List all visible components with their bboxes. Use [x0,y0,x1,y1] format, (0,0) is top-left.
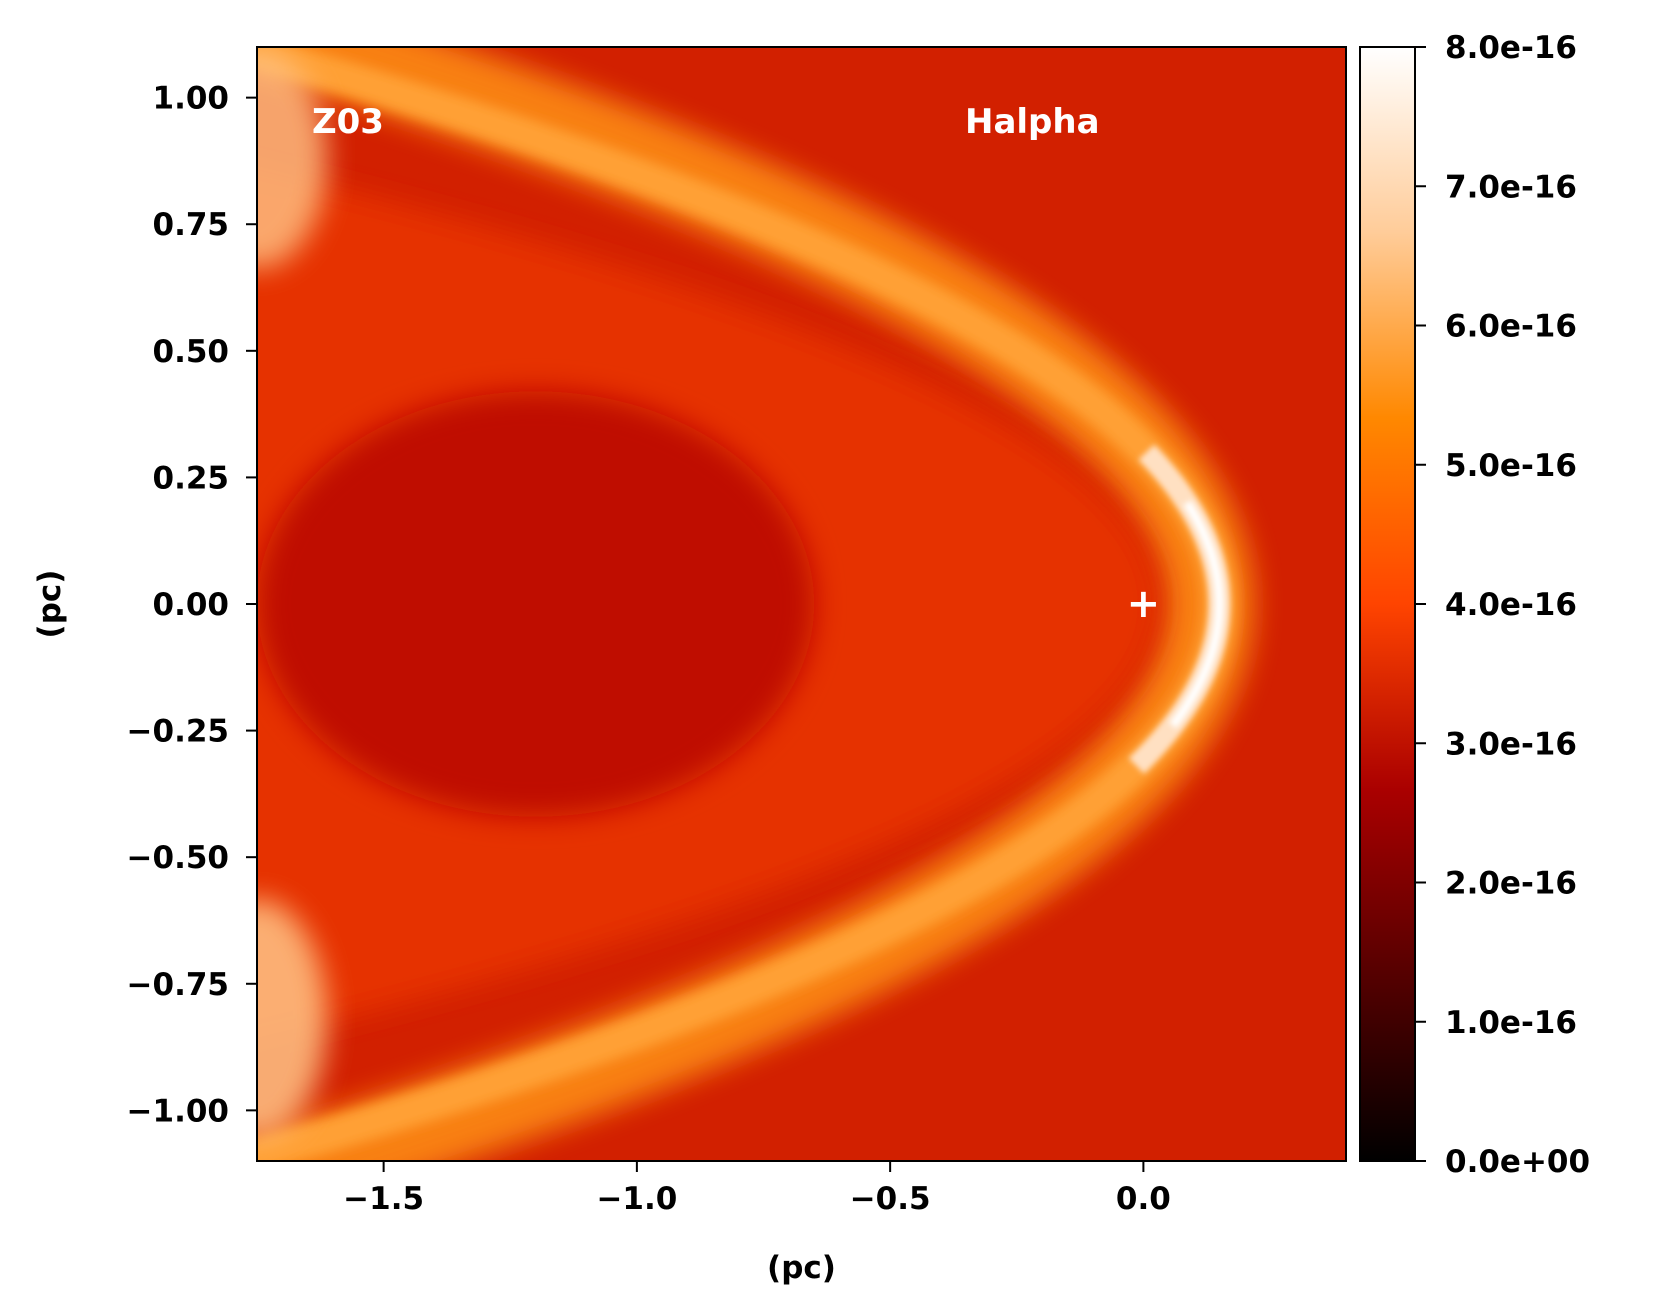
colorbar-gradient [1359,46,1416,1162]
y-tick-label: −1.00 [127,1093,229,1129]
x-tick-label: −0.5 [850,1181,931,1217]
colorbar-tick-label: 1.0e-16 [1445,1005,1577,1041]
y-tick-label: 0.00 [153,587,230,623]
x-axis: −1.5 −1.0 −0.5 0.0 [343,1161,1171,1217]
heatmap-image [257,47,1346,1161]
colorbar-tick-label: 2.0e-16 [1445,866,1577,902]
lower-wing-edge-glow [257,899,327,1140]
annotation-model-name: Z03 [312,102,384,142]
y-tick-label: −0.25 [127,714,229,750]
y-tick-label: 0.25 [153,460,230,496]
x-axis-label: (pc) [767,1250,836,1286]
y-tick-label: −0.50 [127,840,229,876]
colorbar-tick-label: 0.0e+00 [1445,1144,1590,1180]
bow-cavity-core [257,391,815,817]
y-tick-label: 0.50 [153,334,230,370]
y-tick-label: 0.75 [153,207,230,243]
star-position-marker: + [1127,581,1161,627]
colorbar: 0.0e+00 1.0e-16 2.0e-16 3.0e-16 4.0e-16 5.0e-… [1359,30,1590,1180]
y-axis: 1.00 0.75 0.50 0.25 0.00 −0.25 −0.50 −0.75 −1.00 [127,81,257,1129]
y-axis-label: (pc) [32,570,68,639]
y-tick-label: −0.75 [127,967,229,1003]
annotation-line-name: Halpha [965,102,1100,142]
bow-shell-apex [1169,500,1224,729]
colorbar-tick-label: 8.0e-16 [1445,30,1577,66]
colorbar-ticks: 0.0e+00 1.0e-16 2.0e-16 3.0e-16 4.0e-16 5.0e-… [1415,30,1590,1180]
x-tick-label: −1.0 [596,1181,677,1217]
y-tick-label: 1.00 [153,81,230,117]
colorbar-tick-label: 5.0e-16 [1445,448,1577,484]
x-tick-label: −1.5 [343,1181,424,1217]
colorbar-tick-label: 4.0e-16 [1445,587,1577,623]
heatmap-plot-area [256,46,1347,1162]
x-tick-label: 0.0 [1116,1181,1171,1217]
colorbar-tick-label: 3.0e-16 [1445,726,1577,762]
colorbar-tick-label: 6.0e-16 [1445,309,1577,345]
upper-wing-edge-glow [257,48,327,269]
colorbar-tick-label: 7.0e-16 [1445,169,1577,205]
